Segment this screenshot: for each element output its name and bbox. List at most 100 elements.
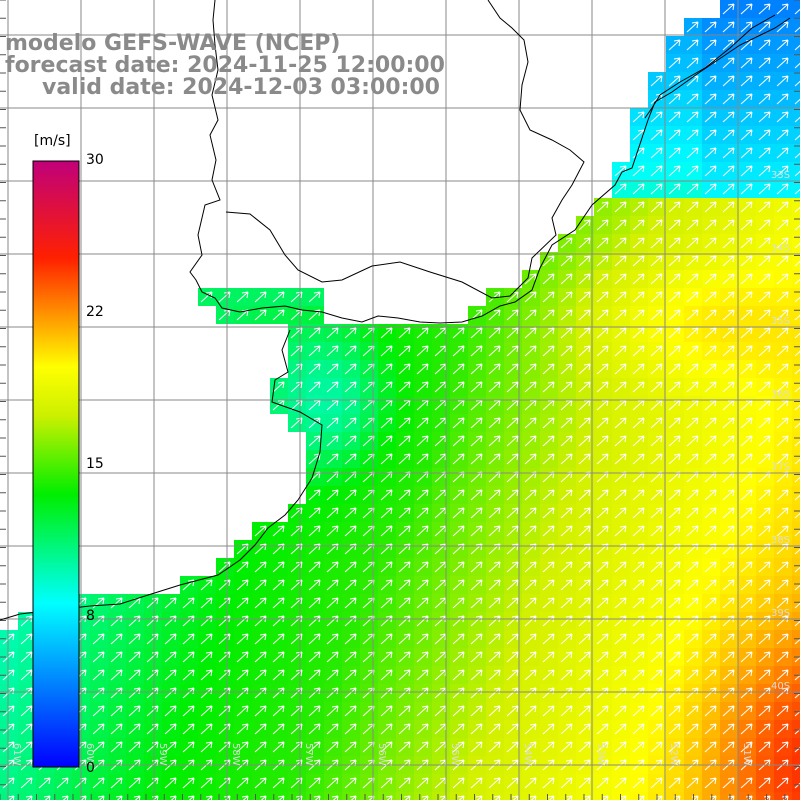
wind-arrow bbox=[146, 687, 159, 699]
wind-arrow bbox=[308, 669, 321, 681]
wind-arrow bbox=[686, 147, 699, 159]
wind-arrow bbox=[776, 489, 789, 501]
wind-arrow bbox=[506, 669, 519, 681]
wind-arrow bbox=[560, 237, 573, 249]
wind-arrow bbox=[668, 705, 681, 717]
wind-arrow bbox=[632, 741, 645, 753]
wind-arrow bbox=[596, 507, 609, 519]
wind-arrow bbox=[650, 219, 663, 231]
longitude-label: 60W bbox=[84, 743, 95, 766]
wind-arrow bbox=[686, 723, 699, 735]
wind-arrow bbox=[205, 795, 213, 800]
wind-arrow bbox=[632, 237, 645, 249]
wind-arrow bbox=[668, 93, 681, 105]
wind-arrow bbox=[380, 723, 393, 735]
wind-arrow bbox=[506, 435, 519, 447]
wind-arrow bbox=[704, 507, 717, 519]
wind-arrow bbox=[398, 651, 411, 663]
wind-arrow bbox=[740, 669, 753, 681]
wind-arrow bbox=[722, 273, 735, 285]
wind-arrow bbox=[668, 579, 681, 591]
wind-arrow bbox=[560, 489, 573, 501]
wind-arrow bbox=[470, 561, 483, 573]
wind-arrow bbox=[776, 435, 789, 447]
wind-arrow bbox=[506, 309, 519, 321]
wind-arrow bbox=[182, 777, 195, 789]
wind-arrow bbox=[470, 381, 483, 393]
wind-arrow bbox=[506, 507, 519, 519]
wind-arrow bbox=[164, 669, 177, 681]
wind-arrow bbox=[380, 453, 393, 465]
wind-arrow bbox=[650, 777, 663, 789]
wind-arrow bbox=[632, 507, 645, 519]
wind-arrow bbox=[133, 795, 141, 800]
wind-arrow bbox=[704, 75, 717, 87]
wind-arrow bbox=[524, 345, 537, 357]
wind-arrow bbox=[380, 381, 393, 393]
wind-arrow bbox=[686, 21, 699, 33]
wind-arrow bbox=[344, 489, 357, 501]
wind-arrow bbox=[740, 417, 753, 429]
wind-arrow bbox=[668, 453, 681, 465]
wind-arrow bbox=[272, 687, 285, 699]
wind-arrow bbox=[794, 40, 800, 51]
wind-arrow bbox=[776, 183, 789, 195]
wind-arrow bbox=[776, 309, 789, 321]
wind-arrow bbox=[308, 633, 321, 645]
wind-arrow bbox=[776, 201, 789, 213]
wind-cell bbox=[18, 792, 36, 800]
longitude-label: 53W bbox=[595, 743, 606, 766]
wind-arrow bbox=[110, 669, 123, 681]
wind-cell bbox=[180, 792, 198, 800]
wind-arrow bbox=[146, 705, 159, 717]
wind-arrow bbox=[236, 669, 249, 681]
wind-arrow bbox=[452, 741, 465, 753]
wind-arrow bbox=[794, 526, 800, 537]
wind-arrow bbox=[776, 561, 789, 573]
wind-arrow bbox=[794, 238, 800, 249]
wind-arrow bbox=[20, 777, 33, 789]
wind-arrow bbox=[668, 273, 681, 285]
wind-arrow bbox=[506, 363, 519, 375]
wind-arrow bbox=[722, 489, 735, 501]
wind-arrow bbox=[385, 795, 393, 800]
wind-arrow bbox=[560, 435, 573, 447]
longitude-label: 55W bbox=[449, 743, 460, 766]
wind-arrow bbox=[614, 561, 627, 573]
wind-arrow bbox=[722, 435, 735, 447]
wind-arrow bbox=[542, 651, 555, 663]
wind-arrow bbox=[92, 597, 105, 609]
wind-arrow bbox=[740, 183, 753, 195]
wind-arrow bbox=[578, 363, 591, 375]
longitude-label: 58W bbox=[230, 743, 241, 766]
wind-arrow bbox=[452, 489, 465, 501]
wind-arrow bbox=[686, 687, 699, 699]
wind-arrow bbox=[614, 327, 627, 339]
wind-arrow bbox=[794, 4, 800, 15]
wind-arrow bbox=[416, 723, 429, 735]
wind-cell bbox=[792, 594, 800, 612]
wind-arrow bbox=[722, 327, 735, 339]
wind-arrow bbox=[488, 579, 501, 591]
wind-arrow bbox=[758, 39, 771, 51]
wind-arrow bbox=[254, 651, 267, 663]
wind-cell bbox=[792, 198, 800, 216]
wind-arrow bbox=[272, 723, 285, 735]
wind-arrow bbox=[542, 561, 555, 573]
wind-arrow bbox=[704, 237, 717, 249]
wind-arrow bbox=[488, 705, 501, 717]
wind-arrow bbox=[776, 93, 789, 105]
colorbar-unit: [m/s] bbox=[34, 133, 71, 149]
wind-arrow bbox=[794, 544, 800, 555]
wind-arrow bbox=[794, 364, 800, 375]
wind-arrow bbox=[344, 687, 357, 699]
wind-cell bbox=[792, 378, 800, 396]
wind-cell bbox=[324, 792, 342, 800]
wind-arrow bbox=[200, 741, 213, 753]
wind-cell bbox=[792, 324, 800, 342]
wind-arrow bbox=[794, 166, 800, 177]
wind-arrow bbox=[794, 202, 800, 213]
wind-arrow bbox=[326, 507, 339, 519]
wind-arrow bbox=[506, 345, 519, 357]
colorbar-tick-label: 8 bbox=[86, 608, 95, 624]
